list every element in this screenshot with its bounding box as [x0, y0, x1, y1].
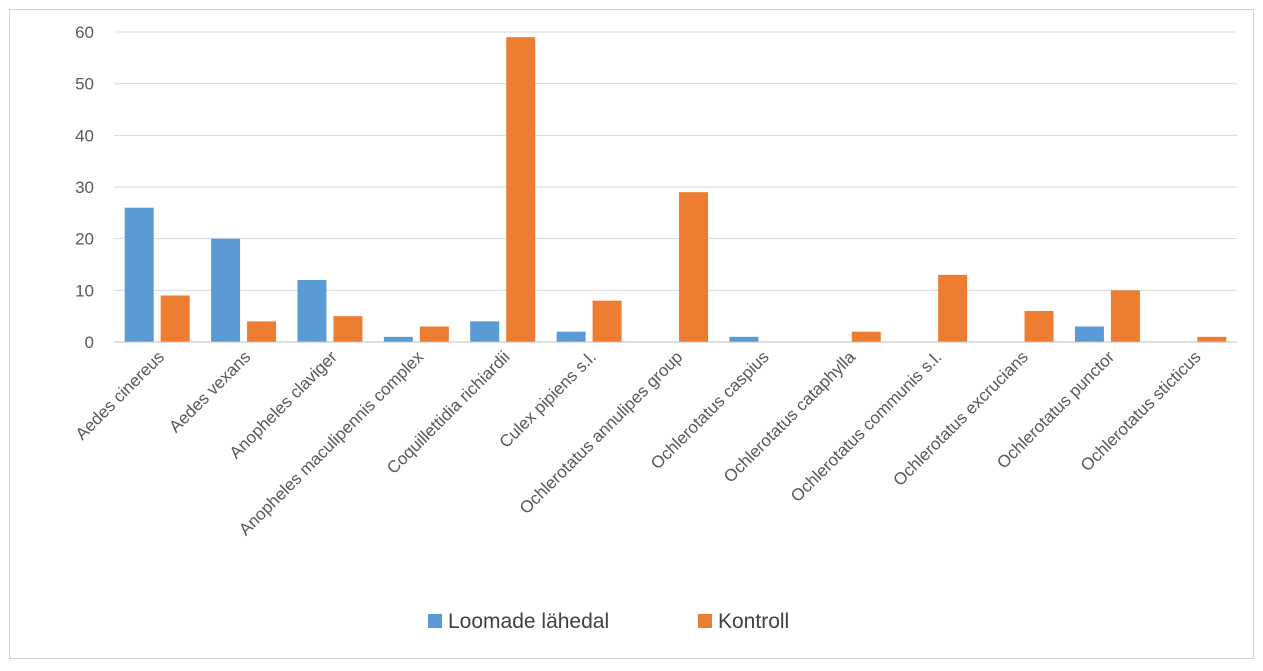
y-tick-label: 10 — [75, 281, 94, 300]
bar-kontroll — [938, 274, 968, 342]
legend-swatch — [698, 614, 712, 628]
x-category-label: Aedes vexans — [165, 347, 254, 436]
bar-kontroll — [1024, 311, 1054, 342]
legend-label: Loomade lähedal — [448, 610, 609, 633]
bar-loomade-lahedal — [470, 321, 500, 342]
bar-kontroll — [506, 37, 536, 343]
bar-loomade-lahedal — [729, 336, 759, 342]
bars — [124, 37, 1227, 343]
bar-kontroll — [160, 295, 190, 342]
bar-kontroll — [333, 316, 363, 342]
y-tick-label: 60 — [75, 23, 94, 42]
x-category-label: Anopheles maculipennis complex — [235, 347, 427, 539]
y-tick-label: 20 — [75, 230, 94, 249]
bar-kontroll — [679, 192, 708, 342]
y-axis-ticks: 0 10 20 30 40 50 60 — [75, 23, 94, 352]
x-category-label: Ochlerotatus annulipes group — [516, 347, 686, 517]
chart-frame: 0 10 20 30 40 50 60 Aedes cinereus Aedes vexans… — [9, 9, 1254, 659]
bar-loomade-lahedal — [383, 336, 413, 342]
bar-kontroll — [1110, 290, 1140, 342]
bar-loomade-lahedal — [124, 207, 154, 342]
y-tick-label: 50 — [75, 75, 94, 94]
bar-kontroll — [1197, 336, 1227, 342]
bar-kontroll — [592, 300, 622, 342]
legend-swatch — [428, 614, 442, 628]
legend: Loomade lähedal Kontroll — [428, 610, 789, 633]
y-tick-label: 0 — [85, 333, 94, 352]
bar-kontroll — [851, 331, 881, 342]
bar-loomade-lahedal — [556, 331, 586, 342]
x-category-label: Ochlerotatus communis s.l. — [787, 347, 945, 505]
x-category-label: Aedes cinereus — [72, 347, 168, 443]
gridlines — [114, 31, 1237, 291]
y-tick-label: 30 — [75, 178, 94, 197]
y-tick-label: 40 — [75, 126, 94, 145]
bar-loomade-lahedal — [211, 238, 241, 342]
bar-kontroll — [419, 326, 449, 342]
bar-loomade-lahedal — [1074, 326, 1104, 342]
bar-loomade-lahedal — [297, 280, 327, 342]
legend-label: Kontroll — [718, 610, 789, 633]
bar-kontroll — [247, 321, 277, 342]
